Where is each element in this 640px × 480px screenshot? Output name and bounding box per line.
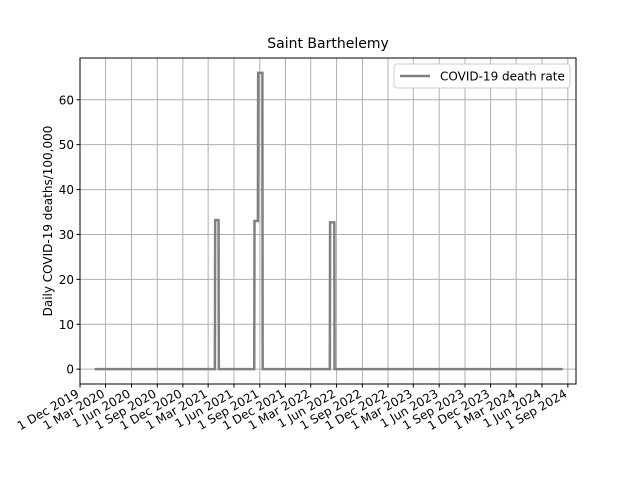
y-tick-label: 20 — [59, 273, 74, 287]
series-layer — [94, 71, 563, 371]
chart-title: Saint Barthelemy — [267, 36, 389, 52]
grid — [79, 58, 576, 384]
y-tick-label: 0 — [66, 363, 74, 377]
plot-frame — [79, 57, 577, 385]
legend: COVID-19 death rate — [393, 63, 571, 89]
legend-frame — [393, 63, 571, 89]
y-tick-label: 40 — [59, 183, 74, 197]
y-axis-label: Daily COVID-19 deaths/100,000 — [41, 126, 55, 317]
y-tick-label: 10 — [59, 318, 74, 332]
y-tick-label: 60 — [59, 93, 74, 107]
legend-label: COVID-19 death rate — [440, 70, 565, 84]
y-tick-label: 50 — [59, 138, 74, 152]
plot-area — [80, 58, 576, 384]
y-tick-label: 30 — [59, 228, 74, 242]
series-line — [94, 71, 563, 371]
